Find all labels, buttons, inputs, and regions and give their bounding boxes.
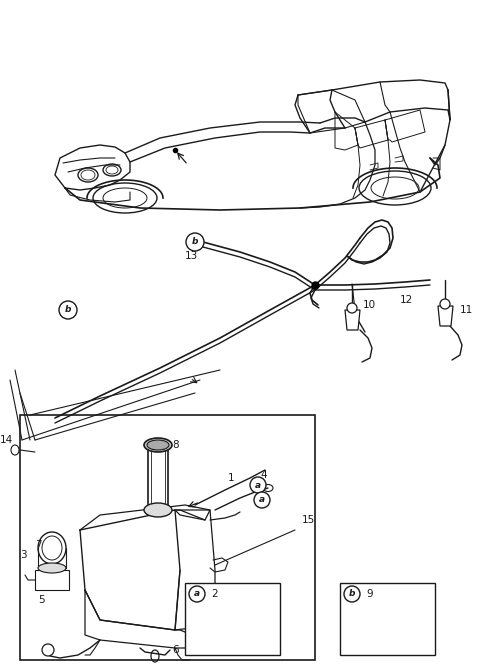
Bar	[20, 415, 315, 660]
Text: 9: 9	[366, 589, 372, 599]
Circle shape	[440, 299, 450, 309]
Ellipse shape	[147, 440, 169, 450]
Text: 12: 12	[400, 295, 413, 305]
Text: b: b	[192, 237, 198, 247]
Circle shape	[42, 644, 54, 656]
Text: 2: 2	[211, 589, 217, 599]
Ellipse shape	[144, 503, 172, 517]
Ellipse shape	[38, 563, 66, 573]
Circle shape	[189, 586, 205, 602]
Text: 4: 4	[260, 470, 266, 480]
Text: 14: 14	[0, 435, 13, 445]
Text: 15: 15	[302, 515, 315, 525]
Circle shape	[250, 477, 266, 493]
Text: 10: 10	[363, 300, 376, 310]
Text: b: b	[65, 306, 71, 314]
Text: 1: 1	[228, 473, 235, 483]
Text: 13: 13	[185, 251, 198, 261]
Text: b: b	[349, 589, 355, 599]
Bar	[185, 583, 280, 655]
Polygon shape	[345, 310, 360, 330]
Bar	[340, 583, 435, 655]
Polygon shape	[438, 306, 453, 326]
Ellipse shape	[144, 438, 172, 452]
Text: 11: 11	[460, 305, 473, 315]
Circle shape	[254, 492, 270, 508]
Text: 3: 3	[20, 550, 27, 560]
Text: a: a	[259, 495, 265, 505]
Text: 5: 5	[38, 595, 45, 605]
Text: 8: 8	[172, 440, 179, 450]
Text: 7: 7	[36, 540, 42, 550]
Text: a: a	[255, 480, 261, 489]
Circle shape	[344, 586, 360, 602]
Circle shape	[186, 233, 204, 251]
Circle shape	[59, 301, 77, 319]
Bar	[35, 570, 69, 590]
Text: a: a	[194, 589, 200, 599]
Text: 6: 6	[172, 645, 179, 655]
Circle shape	[347, 303, 357, 313]
